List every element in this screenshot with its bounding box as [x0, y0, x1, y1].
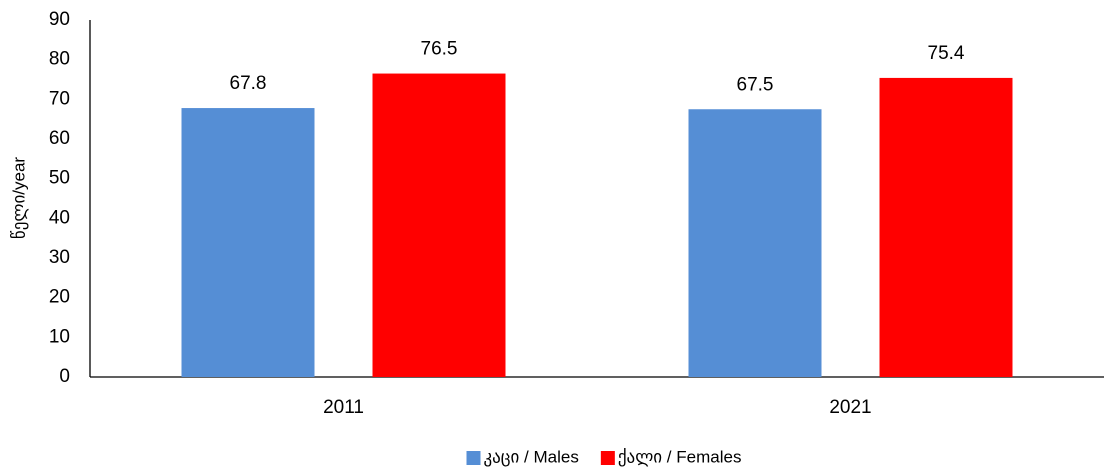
y-tick-label: 30	[49, 247, 70, 268]
y-tick-label: 0	[59, 366, 70, 387]
bar	[879, 77, 1013, 377]
y-tick-label: 80	[49, 49, 70, 70]
legend-label: კაცი / Males	[484, 447, 579, 466]
y-tick-label: 50	[49, 168, 70, 189]
bar	[181, 108, 315, 377]
y-tick-label: 20	[49, 287, 70, 308]
data-label: 67.8	[230, 73, 267, 94]
bar	[372, 73, 506, 378]
y-tick-label: 10	[49, 326, 70, 347]
legend-swatch	[600, 451, 615, 465]
y-tick-label: 60	[49, 128, 70, 149]
data-label: 67.5	[737, 74, 774, 95]
legend-label: ქალი / Females	[618, 447, 742, 466]
y-axis-label: წელი/year	[9, 157, 28, 239]
x-tick-label: 2021	[829, 397, 871, 418]
y-tick-label: 90	[49, 9, 70, 30]
data-label: 75.4	[928, 43, 965, 64]
bar	[688, 109, 822, 377]
x-tick-label: 2011	[323, 397, 364, 418]
data-label: 76.5	[421, 39, 458, 60]
legend-swatch	[466, 451, 481, 465]
y-tick-label: 40	[49, 207, 70, 228]
y-tick-label: 70	[49, 88, 70, 109]
